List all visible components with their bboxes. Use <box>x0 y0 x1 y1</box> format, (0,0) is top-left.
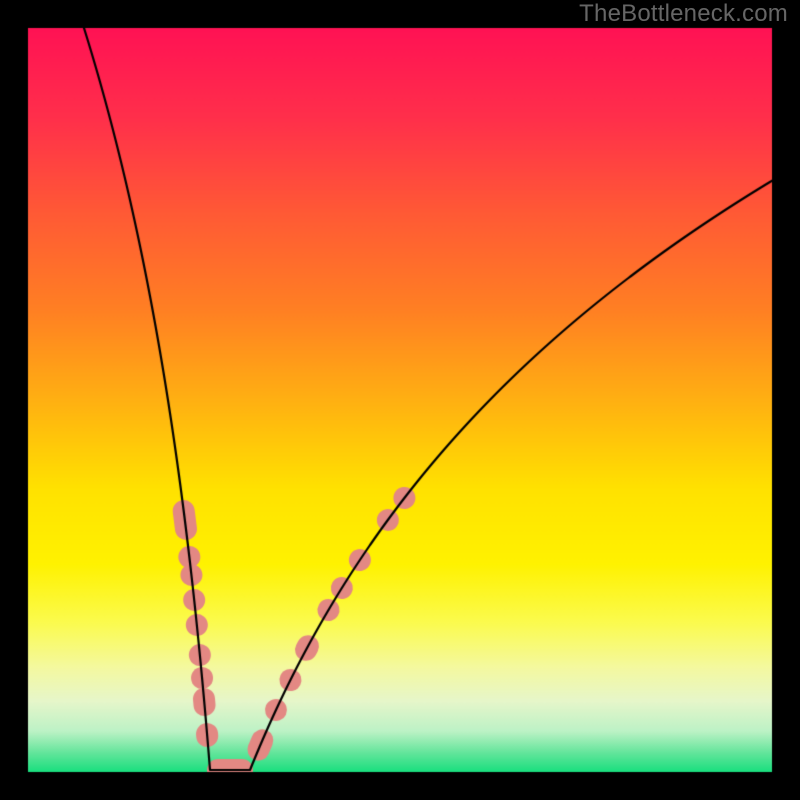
chart-stage: TheBottleneck.com <box>0 0 800 800</box>
bottleneck-curve-chart <box>0 0 800 800</box>
watermark-text: TheBottleneck.com <box>579 0 788 28</box>
